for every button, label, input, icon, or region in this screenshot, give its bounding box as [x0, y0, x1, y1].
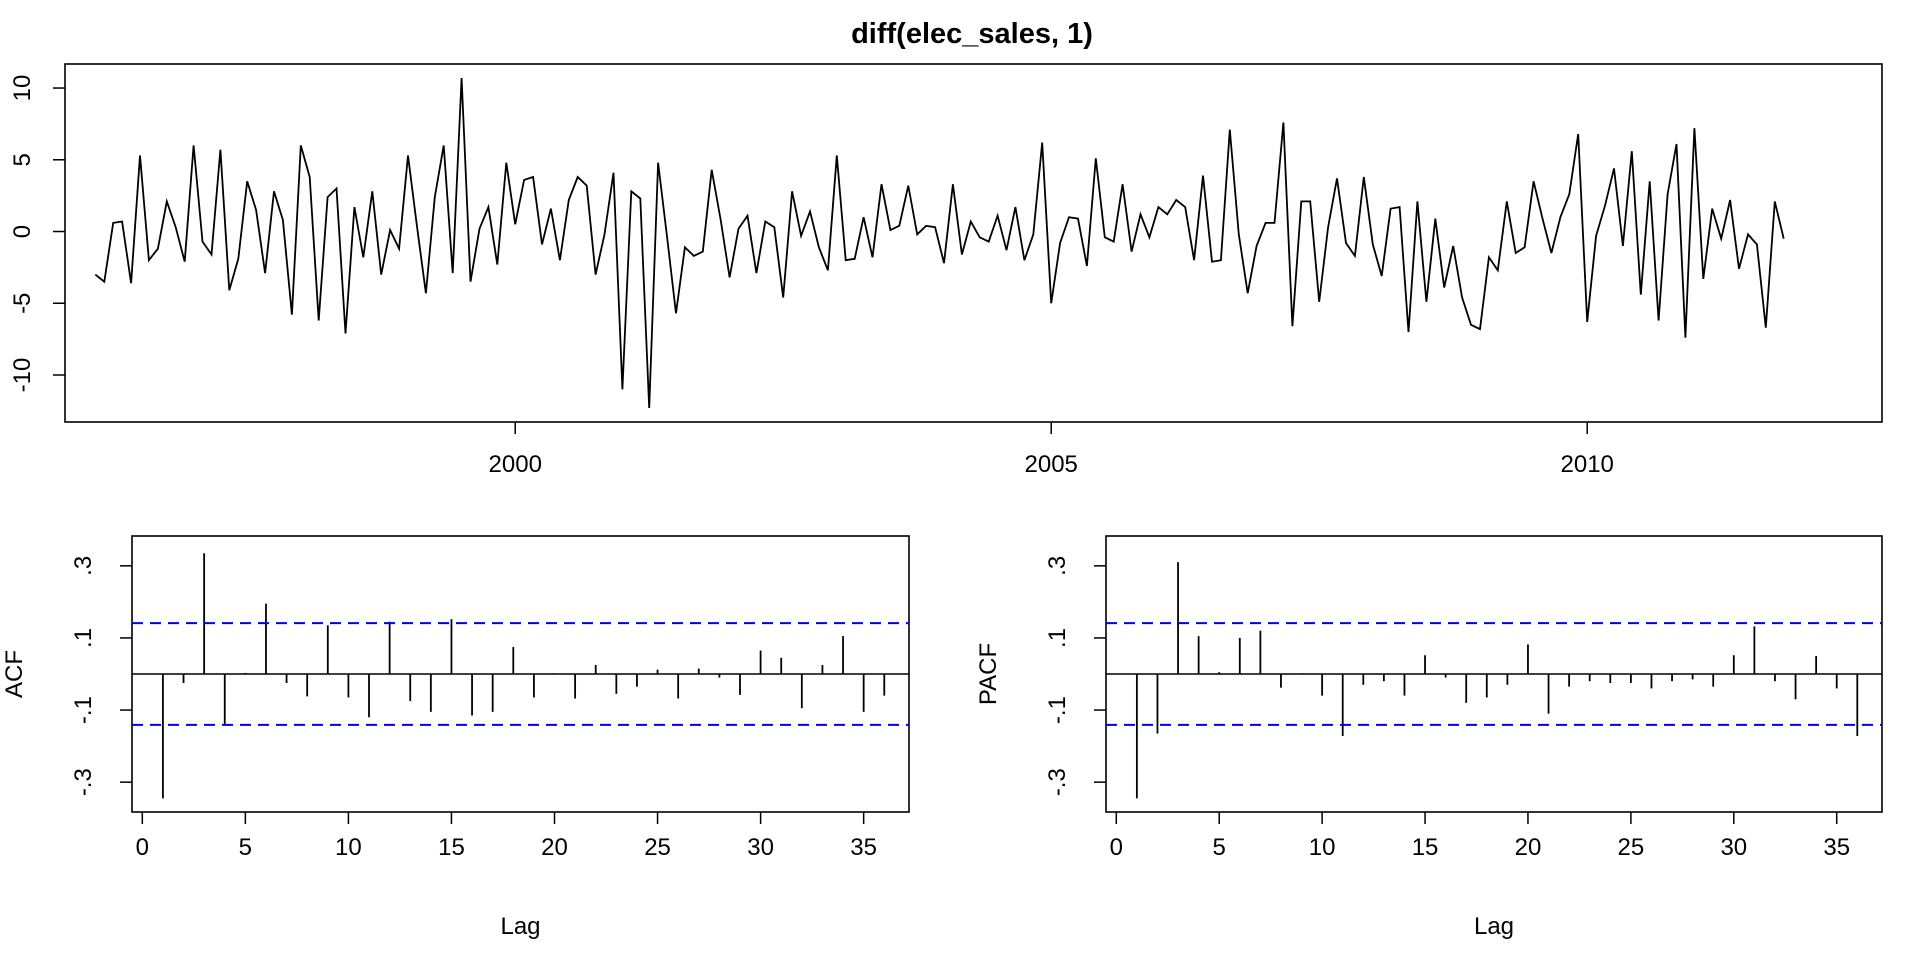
series-line [94, 77, 1785, 409]
x-tick-label: 25 [644, 834, 671, 861]
y-tick-label: -.1 [70, 696, 97, 724]
x-tick-label: 20 [541, 834, 568, 861]
x-tick-label: 35 [1823, 834, 1850, 861]
y-tick-label: .3 [70, 556, 97, 576]
time-series-plot: 2000 2005 2010 -10 -5 0 5 10 [9, 63, 1883, 478]
y-tick-label: -.1 [1044, 696, 1071, 724]
y-tick-label: -10 [9, 358, 36, 393]
x-tick-label: 35 [850, 834, 877, 861]
y-tick-label: -.3 [1044, 768, 1071, 796]
x-tick-label: 15 [1412, 834, 1439, 861]
x-tick-label: 2005 [1025, 451, 1078, 478]
chart-title: diff(elec_sales, 1) [851, 18, 1093, 50]
y-tick-label: .3 [1044, 556, 1071, 576]
x-tick-label: 10 [1309, 834, 1336, 861]
x-tick-label: 5 [1213, 834, 1226, 861]
pacf-plot: 0 5 10 15 20 25 30 35 -.3 -.1 .1 .3 Lag PACF [975, 535, 1883, 940]
y-tick-label: 5 [9, 153, 36, 166]
x-tick-label: 2000 [489, 451, 542, 478]
x-tick-label: 20 [1515, 834, 1542, 861]
y-tick-label: -5 [9, 293, 36, 314]
x-tick-label: 25 [1618, 834, 1645, 861]
y-axis-label: ACF [1, 650, 28, 698]
x-tick-label: 5 [239, 834, 252, 861]
x-tick-label: 0 [1110, 834, 1123, 861]
x-axis-label: Lag [1474, 913, 1514, 940]
x-tick-label: 15 [438, 834, 465, 861]
x-tick-label: 0 [136, 834, 149, 861]
x-axis-label: Lag [500, 913, 540, 940]
x-tick-label: 10 [335, 834, 362, 861]
x-tick-label: 30 [747, 834, 774, 861]
y-axis-label: PACF [975, 643, 1002, 705]
acf-plot: 0 5 10 15 20 25 30 35 -.3 -.1 .1 .3 Lag ACF [1, 535, 910, 940]
y-tick-label: 0 [9, 225, 36, 238]
x-tick-label: 30 [1720, 834, 1747, 861]
y-tick-label: -.3 [70, 768, 97, 796]
y-tick-label: .1 [1044, 628, 1071, 648]
y-tick-label: .1 [70, 628, 97, 648]
y-tick-label: 10 [9, 75, 36, 102]
x-tick-label: 2010 [1561, 451, 1614, 478]
plot-frame [64, 63, 1883, 423]
